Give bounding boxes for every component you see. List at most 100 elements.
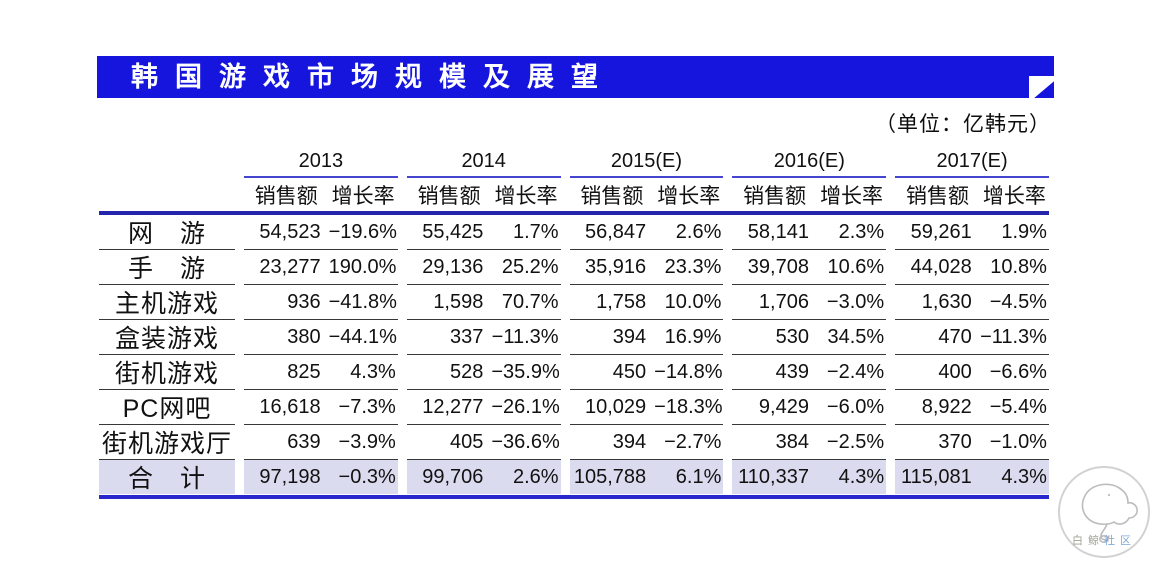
sales-value: 55,425 — [422, 220, 484, 243]
growth-value: 16.9% — [664, 325, 722, 348]
growth-value: 25.2% — [501, 255, 559, 278]
sales-value: 639 — [287, 430, 321, 453]
row-7-group-3: 110,337 4.3% — [732, 460, 887, 494]
sales-column-header: 销售额 — [580, 184, 644, 208]
sales-value: 380 — [287, 325, 321, 348]
growth-value: 2.6% — [512, 465, 559, 488]
sales-value: 384 — [775, 430, 809, 453]
watermark-text-gray: 白鲸 — [1072, 535, 1104, 547]
row-6-group-0: 639 −3.9% — [244, 425, 398, 460]
title-bar: 韩国游戏市场规模及展望 — [97, 56, 1054, 98]
growth-value: −4.5% — [989, 290, 1047, 313]
sales-column-header: 销售额 — [743, 184, 807, 208]
table-row: 街机游戏厅 639 −3.9% 405 −36.6% 394 −2.7% 384 −2.5% 37… — [99, 425, 1049, 460]
growth-value: 10.8% — [990, 255, 1047, 278]
row-label: 街机游戏厅 — [99, 425, 235, 460]
row-0-group-1: 55,425 1.7% — [406, 215, 561, 250]
row-4-group-3: 439 −2.4% — [732, 355, 887, 390]
growth-value: −6.0% — [826, 395, 885, 418]
row-6-group-4: 370 −1.0% — [895, 425, 1049, 460]
growth-value: −11.3% — [491, 325, 559, 348]
row-label: 手 游 — [99, 250, 235, 285]
growth-value: 190.0% — [328, 255, 397, 278]
growth-value: 34.5% — [827, 325, 885, 348]
table-row: 手 游 23,277 190.0% 29,136 25.2% 35,916 23.3% 39,… — [99, 250, 1049, 285]
row-7-group-1: 99,706 2.6% — [406, 460, 561, 494]
growth-value: 4.3% — [838, 465, 885, 488]
sales-value: 59,261 — [910, 220, 972, 243]
sales-value: 405 — [450, 430, 484, 453]
sales-value: 394 — [612, 430, 647, 453]
sales-value: 23,277 — [259, 255, 321, 278]
row-1-group-0: 23,277 190.0% — [244, 250, 398, 285]
total-row: 合 计 97,198 −0.3% 99,706 2.6% 105,788 6.1% 110,3… — [99, 460, 1049, 494]
sales-column-header: 销售额 — [254, 184, 318, 208]
growth-value: −1.0% — [989, 430, 1047, 453]
table-bottom-rule — [99, 495, 1049, 499]
row-4-group-4: 400 −6.6% — [895, 355, 1049, 390]
growth-value: −2.4% — [826, 360, 885, 383]
row-5-group-2: 10,029 −18.3% — [569, 390, 724, 425]
row-0-group-0: 54,523 −19.6% — [244, 215, 398, 250]
growth-value: 23.3% — [664, 255, 722, 278]
growth-column-header: 增长率 — [820, 184, 884, 208]
year-header-0: 2013 — [244, 150, 398, 178]
sales-value: 400 — [938, 360, 972, 383]
growth-column-header: 增长率 — [494, 184, 558, 208]
row-7-group-0: 97,198 −0.3% — [244, 460, 398, 494]
sales-value: 470 — [938, 325, 972, 348]
sales-value: 1,598 — [433, 290, 484, 313]
row-5-group-3: 9,429 −6.0% — [732, 390, 887, 425]
row-0-group-3: 58,141 2.3% — [732, 215, 887, 250]
whale-icon — [1081, 483, 1138, 544]
growth-value: 1.9% — [1001, 220, 1047, 243]
row-7-group-4: 115,081 4.3% — [895, 460, 1049, 494]
sales-value: 29,136 — [422, 255, 484, 278]
growth-value: −7.3% — [338, 395, 396, 418]
watermark-logo: 白鲸社区 — [1058, 466, 1150, 558]
title-bar-fold-notch — [1029, 76, 1054, 98]
growth-value: −2.5% — [826, 430, 885, 453]
row-6-group-1: 405 −36.6% — [406, 425, 561, 460]
growth-value: −14.8% — [654, 360, 723, 383]
sales-value: 9,429 — [758, 395, 809, 418]
unit-note: （单位：亿韩元） — [875, 113, 1051, 136]
growth-value: 6.1% — [675, 465, 722, 488]
row-label: 主机游戏 — [99, 285, 235, 320]
subheader-group-2: 销售额 增长率 — [570, 178, 724, 211]
sales-value: 370 — [938, 430, 972, 453]
growth-value: 10.0% — [664, 290, 722, 313]
sales-value: 54,523 — [259, 220, 321, 243]
growth-value: −41.8% — [328, 290, 397, 313]
row-5-group-1: 12,277 −26.1% — [406, 390, 561, 425]
sales-value: 439 — [775, 360, 809, 383]
growth-column-header: 增长率 — [657, 184, 721, 208]
row-label: 合 计 — [99, 460, 235, 494]
sales-value: 56,847 — [585, 220, 647, 243]
sales-value: 528 — [450, 360, 484, 383]
sales-value: 44,028 — [910, 255, 972, 278]
row-2-group-4: 1,630 −4.5% — [895, 285, 1049, 320]
row-label: 盒装游戏 — [99, 320, 235, 355]
growth-value: 2.3% — [838, 220, 885, 243]
row-2-group-3: 1,706 −3.0% — [732, 285, 887, 320]
growth-value: 4.3% — [350, 360, 396, 383]
year-header-2: 2015(E) — [569, 150, 724, 178]
sales-value: 105,788 — [573, 465, 647, 488]
subheader-row-spacer — [99, 178, 235, 211]
sales-value: 58,141 — [747, 220, 809, 243]
sales-value: 110,337 — [738, 465, 809, 488]
sales-value: 825 — [287, 360, 321, 383]
subheader-group-3: 销售额 增长率 — [732, 178, 886, 211]
subheader-group-4: 销售额 增长率 — [895, 178, 1049, 211]
growth-value: −26.1% — [491, 395, 560, 418]
growth-value: 1.7% — [512, 220, 559, 243]
sales-value: 16,618 — [259, 395, 321, 418]
growth-value: −2.7% — [664, 430, 722, 453]
growth-value: −18.3% — [654, 395, 723, 418]
sales-value: 1,758 — [596, 290, 647, 313]
row-3-group-0: 380 −44.1% — [244, 320, 398, 355]
year-header-4: 2017(E) — [895, 150, 1049, 178]
sales-value: 97,198 — [259, 465, 321, 488]
sales-value: 1,630 — [921, 290, 972, 313]
